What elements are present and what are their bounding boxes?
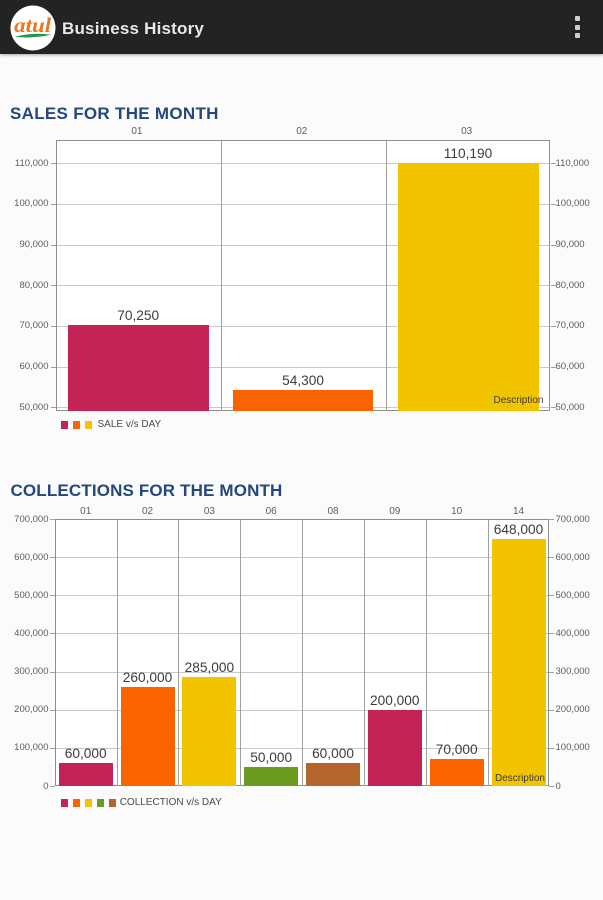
svg-text:atul: atul [14, 13, 51, 37]
